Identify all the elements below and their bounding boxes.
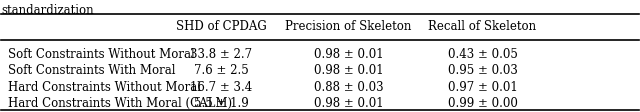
Text: Recall of Skeleton: Recall of Skeleton: [428, 20, 536, 33]
Text: 0.98 ± 0.01: 0.98 ± 0.01: [314, 64, 383, 77]
Text: Soft Constraints With Moral: Soft Constraints With Moral: [8, 64, 175, 77]
Text: standardization: standardization: [1, 4, 94, 17]
Text: 33.8 ± 2.7: 33.8 ± 2.7: [190, 48, 252, 61]
Text: 16.7 ± 3.4: 16.7 ± 3.4: [190, 81, 252, 94]
Text: Soft Constraints Without Moral: Soft Constraints Without Moral: [8, 48, 195, 61]
Text: 7.6 ± 2.5: 7.6 ± 2.5: [194, 64, 248, 77]
Text: 0.98 ± 0.01: 0.98 ± 0.01: [314, 48, 383, 61]
Text: 0.95 ± 0.03: 0.95 ± 0.03: [447, 64, 517, 77]
Text: 0.88 ± 0.03: 0.88 ± 0.03: [314, 81, 383, 94]
Text: Hard Constraints With Moral (CALM): Hard Constraints With Moral (CALM): [8, 97, 232, 110]
Text: 0.98 ± 0.01: 0.98 ± 0.01: [314, 97, 383, 110]
Text: 0.43 ± 0.05: 0.43 ± 0.05: [447, 48, 517, 61]
Text: 0.99 ± 0.00: 0.99 ± 0.00: [447, 97, 517, 110]
Text: Precision of Skeleton: Precision of Skeleton: [285, 20, 412, 33]
Text: 0.97 ± 0.01: 0.97 ± 0.01: [447, 81, 517, 94]
Text: Hard Constraints Without Moral: Hard Constraints Without Moral: [8, 81, 201, 94]
Text: SHD of CPDAG: SHD of CPDAG: [176, 20, 267, 33]
Text: 5.5 ± 1.9: 5.5 ± 1.9: [194, 97, 248, 110]
